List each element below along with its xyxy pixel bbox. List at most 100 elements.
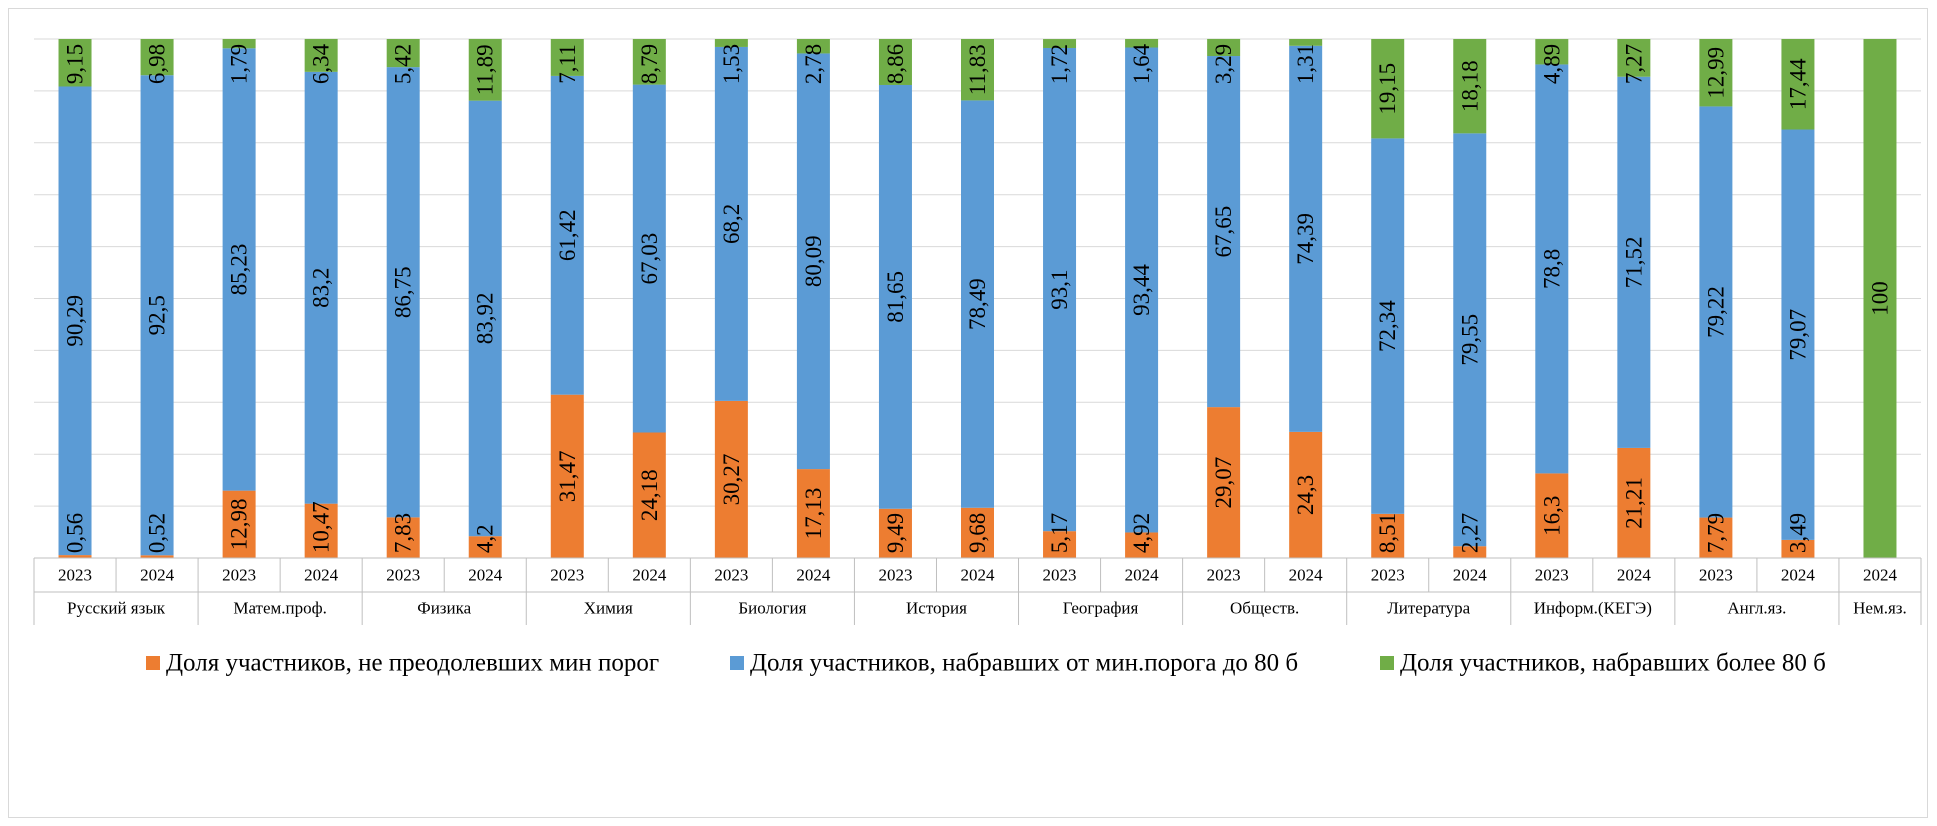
- bar-segment-series-1: [1043, 531, 1077, 558]
- x-tick-year-label: 2023: [386, 566, 420, 585]
- bar-segment-series-2: [304, 71, 338, 504]
- data-label: 67,65: [1211, 206, 1236, 258]
- data-label: 61,42: [555, 209, 580, 261]
- bar-segment-series-2: [1371, 138, 1405, 514]
- data-label: 83,92: [473, 293, 498, 345]
- x-tick-year-label: 2024: [961, 566, 996, 585]
- data-label: 10,47: [309, 501, 334, 553]
- bar-segment-series-1: [1699, 517, 1733, 558]
- data-label: 0,56: [63, 513, 88, 553]
- bar-segment-series-3: [961, 39, 994, 101]
- bar-segment-series-1: [1781, 539, 1815, 558]
- bar-segment-series-2: [796, 53, 830, 470]
- bar-segment-series-1: [1371, 513, 1405, 558]
- x-tick-year-label: 2023: [222, 566, 256, 585]
- data-label: 78,8: [1539, 249, 1564, 289]
- bar-segment-series-3: [1617, 39, 1651, 77]
- bar-segment-series-3: [304, 38, 338, 72]
- bar-segment-series-2: [1535, 64, 1569, 474]
- bar-segment-series-1: [140, 555, 174, 558]
- bar-segment-series-3: [222, 39, 256, 49]
- x-tick-subject-label: История: [906, 599, 967, 618]
- data-label: 9,49: [883, 513, 908, 553]
- data-label: 81,65: [883, 271, 908, 323]
- bar-segment-series-2: [550, 75, 584, 395]
- bar-segment-series-2: [1699, 106, 1733, 518]
- data-label: 7,79: [1703, 513, 1728, 553]
- data-label: 18,18: [1457, 60, 1482, 112]
- bar-segment-series-3: [1043, 39, 1077, 48]
- data-label: 11,89: [473, 44, 498, 95]
- data-label: 85,23: [227, 244, 252, 296]
- bar-segment-series-3: [796, 39, 830, 54]
- data-label: 3,49: [1785, 513, 1810, 553]
- bars: [58, 38, 1897, 558]
- data-label: 4,2: [473, 524, 498, 553]
- x-tick-subject-label: География: [1063, 599, 1139, 618]
- bar-segment-series-2: [961, 100, 994, 508]
- data-label: 5,42: [391, 44, 416, 84]
- data-label: 7,83: [391, 513, 416, 553]
- data-label: 8,51: [1375, 513, 1400, 553]
- data-label: 17,44: [1785, 58, 1810, 110]
- data-label: 100: [1867, 281, 1892, 316]
- data-label: 79,55: [1457, 314, 1482, 366]
- data-label: 72,34: [1375, 300, 1400, 352]
- x-tick-year-label: 2023: [1043, 566, 1077, 585]
- data-label: 79,07: [1785, 309, 1810, 361]
- data-label: 7,11: [555, 44, 580, 83]
- x-tick-subject-label: Литература: [1387, 599, 1470, 618]
- bar-segment-series-2: [878, 84, 912, 509]
- data-label: 21,21: [1621, 477, 1646, 529]
- data-label: 4,92: [1129, 513, 1154, 553]
- x-tick-year-label: 2023: [1699, 566, 1733, 585]
- data-label: 1,72: [1047, 44, 1072, 84]
- data-label: 24,18: [637, 469, 662, 521]
- bar-segment-series-1: [304, 503, 338, 558]
- bar-segment-series-1: [550, 394, 584, 558]
- bar-segment-series-1: [961, 507, 994, 558]
- data-label: 19,15: [1375, 63, 1400, 115]
- data-label: 86,75: [391, 266, 416, 318]
- bar-segment-series-1: [632, 432, 666, 558]
- data-label: 12,99: [1703, 47, 1728, 99]
- data-label: 6,34: [309, 43, 334, 84]
- legend-label: Доля участников, набравших от мин.порога…: [750, 650, 1298, 677]
- data-label: 29,07: [1211, 457, 1236, 509]
- data-label: 2,78: [801, 44, 826, 84]
- x-tick-year-label: 2024: [796, 566, 831, 585]
- data-label: 9,15: [63, 44, 88, 84]
- x-tick-subject-label: Биология: [738, 599, 806, 618]
- x-tick-year-label: 2023: [714, 566, 748, 585]
- x-tick-year-label: 2024: [1863, 566, 1898, 585]
- bar-segment-series-3: [1863, 39, 1897, 558]
- data-label: 16,3: [1539, 496, 1564, 536]
- data-label: 68,2: [719, 204, 744, 244]
- bar-segment-series-3: [140, 39, 174, 76]
- bar-segment-series-3: [1781, 39, 1815, 130]
- bar-segment-series-3: [1371, 39, 1405, 139]
- data-label: 11,83: [965, 44, 990, 95]
- data-label: 5,17: [1047, 513, 1072, 553]
- bar-segment-series-3: [632, 39, 666, 85]
- x-tick-year-label: 2024: [140, 566, 175, 585]
- data-label: 30,27: [719, 454, 744, 506]
- data-label: 74,39: [1293, 213, 1318, 265]
- bar-segment-series-2: [1207, 56, 1241, 408]
- x-tick-year-label: 2023: [1207, 566, 1241, 585]
- bar-segment-series-2: [386, 67, 420, 518]
- x-tick-year-label: 2024: [1453, 566, 1488, 585]
- x-tick-year-label: 2023: [58, 566, 92, 585]
- bar-segment-series-3: [1207, 38, 1241, 57]
- bar-segment-series-1: [1453, 546, 1487, 558]
- data-label: 83,2: [309, 268, 334, 308]
- data-label: 1,53: [719, 44, 744, 84]
- bar-segment-series-1: [222, 490, 256, 558]
- x-tick-year-label: 2024: [1125, 566, 1160, 585]
- data-label: 2,27: [1457, 513, 1482, 553]
- data-label: 67,03: [637, 233, 662, 285]
- x-tick-year-label: 2024: [1617, 566, 1652, 585]
- data-label: 1,31: [1293, 44, 1318, 84]
- bar-segment-series-1: [796, 469, 830, 558]
- bar-segment-series-3: [386, 39, 420, 68]
